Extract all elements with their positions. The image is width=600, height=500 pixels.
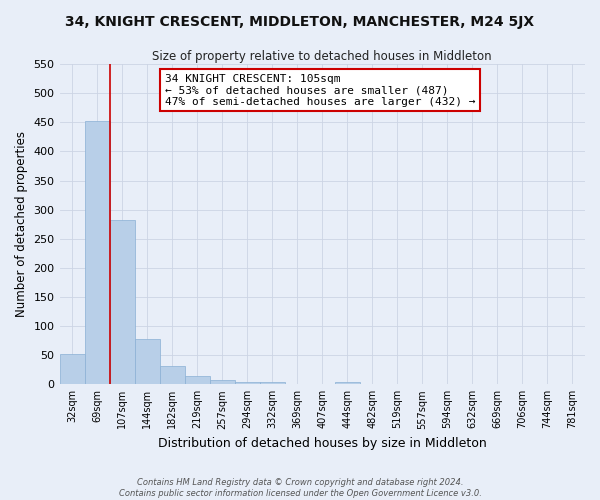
Bar bbox=[335, 382, 360, 384]
Y-axis label: Number of detached properties: Number of detached properties bbox=[15, 131, 28, 317]
Bar bbox=[85, 121, 110, 384]
Bar bbox=[110, 220, 134, 384]
Bar bbox=[59, 354, 85, 384]
Bar bbox=[235, 382, 260, 384]
Bar bbox=[134, 340, 160, 384]
Title: Size of property relative to detached houses in Middleton: Size of property relative to detached ho… bbox=[152, 50, 492, 63]
X-axis label: Distribution of detached houses by size in Middleton: Distribution of detached houses by size … bbox=[158, 437, 487, 450]
Text: 34, KNIGHT CRESCENT, MIDDLETON, MANCHESTER, M24 5JX: 34, KNIGHT CRESCENT, MIDDLETON, MANCHEST… bbox=[65, 15, 535, 29]
Bar bbox=[160, 366, 185, 384]
Bar bbox=[185, 376, 209, 384]
Text: Contains HM Land Registry data © Crown copyright and database right 2024.
Contai: Contains HM Land Registry data © Crown c… bbox=[119, 478, 481, 498]
Text: 34 KNIGHT CRESCENT: 105sqm
← 53% of detached houses are smaller (487)
47% of sem: 34 KNIGHT CRESCENT: 105sqm ← 53% of deta… bbox=[164, 74, 475, 107]
Bar bbox=[260, 382, 285, 384]
Bar bbox=[209, 380, 235, 384]
